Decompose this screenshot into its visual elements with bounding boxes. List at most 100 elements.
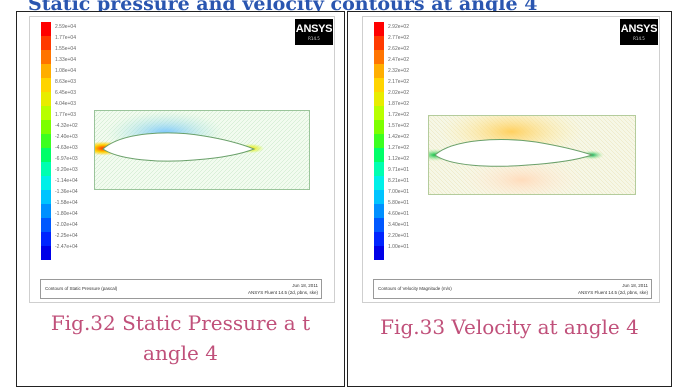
legend-label: 6.45e+03 (55, 90, 76, 96)
colorbar-swatch (41, 246, 51, 260)
legend-label: 1.87e+02 (388, 101, 409, 107)
legend-labels: 2.59e+04 1.77e+04 1.55e+04 1.33e+04 1.08… (55, 22, 85, 253)
colorbar-swatch (374, 120, 384, 134)
legend-label: -9.20e+03 (55, 167, 78, 173)
colorbar-swatch (374, 190, 384, 204)
legend-label: 1.12e+02 (388, 156, 409, 162)
legend-label: 1.77e+03 (55, 112, 76, 118)
legend-label: -2.47e+04 (55, 244, 78, 250)
colorbar-swatch (374, 92, 384, 106)
colorbar-swatch (41, 218, 51, 232)
legend-label: 1.27e+02 (388, 145, 409, 151)
legend-label: -1.80e+04 (55, 211, 78, 217)
section-heading: Static pressure and velocity contours at… (28, 0, 538, 14)
legend-label: 1.55e+04 (55, 46, 76, 52)
figure-caption: Fig.33 Velocity at angle 4 (348, 312, 671, 342)
legend-label: 2.92e+02 (388, 24, 409, 30)
legend-label: 1.77e+04 (55, 35, 76, 41)
colorbar-swatch (374, 106, 384, 120)
colorbar-swatch (41, 36, 51, 50)
legend-label: 8.63e+03 (55, 79, 76, 85)
legend-label: 1.33e+04 (55, 57, 76, 63)
logo-version: R14.5 (308, 36, 320, 41)
colorbar-swatch (41, 176, 51, 190)
legend-label: 2.17e+02 (388, 79, 409, 85)
figure-caption: Fig.32 Static Pressure a t angle 4 (17, 308, 344, 368)
colorbar-swatch (41, 232, 51, 246)
caption-date: Jun 18, 2011 (292, 283, 318, 288)
caption-software: ANSYS Fluent 14.5 (2d, pbns, ske) (577, 290, 648, 295)
legend-label: 2.77e+02 (388, 35, 409, 41)
colorbar-swatch (41, 120, 51, 134)
legend-label: -1.58e+04 (55, 200, 78, 206)
colorbar-swatch (374, 176, 384, 190)
figure-cell-velocity: ANSYS R14.5 2.92e+02 2.77e+02 2.62e+02 2… (347, 11, 672, 387)
colorbar-swatch (41, 78, 51, 92)
colorbar-swatch (374, 246, 384, 260)
ansys-logo: ANSYS R14.5 (620, 19, 658, 45)
logo-text: ANSYS (295, 23, 333, 35)
colorbar-swatch (41, 50, 51, 64)
logo-version: R14.5 (633, 36, 645, 41)
figure-caption-line-1: Fig.32 Static Pressure a t (50, 311, 311, 335)
legend-label: 2.59e+04 (55, 24, 76, 30)
colorbar-swatch (41, 92, 51, 106)
colorbar-swatch (374, 36, 384, 50)
legend-label: 1.57e+02 (388, 123, 409, 129)
legend-label: 2.62e+02 (388, 46, 409, 52)
caption-date: Jun 18, 2011 (622, 283, 648, 288)
fluent-caption-box: Contours of Static Pressure (pascal) Jun… (40, 279, 322, 299)
legend-label: 8.21e+01 (388, 178, 409, 184)
legend-label: 9.71e+01 (388, 167, 409, 173)
figure-cell-static-pressure: ANSYS R14.5 2.59e+04 1.77e+04 1.55e+04 1… (16, 11, 345, 387)
contour-label: Contours of Static Pressure (pascal) (45, 286, 118, 291)
legend-label: 4.04e+03 (55, 101, 76, 107)
legend-label: -6.97e+03 (55, 156, 78, 162)
legend-label: 3.40e+01 (388, 222, 409, 228)
colorbar-swatch (374, 22, 384, 36)
flow-domain-static-pressure (94, 110, 310, 190)
legend-label: 5.80e+01 (388, 200, 409, 206)
colorbar-swatch (374, 50, 384, 64)
logo-text: ANSYS (620, 23, 658, 35)
colorbar-swatch (41, 106, 51, 120)
colorbar-swatch (374, 232, 384, 246)
legend-label: -4.63e+03 (55, 145, 78, 151)
caption-software: ANSYS Fluent 14.5 (2d, pbns, ske) (247, 290, 318, 295)
colorbar-swatch (374, 78, 384, 92)
contour-panel: ANSYS R14.5 2.92e+02 2.77e+02 2.62e+02 2… (362, 16, 660, 303)
figure-caption-line-1: Fig.33 Velocity at angle 4 (380, 315, 639, 339)
legend-label: 2.02e+02 (388, 90, 409, 96)
colorbar-swatch (41, 134, 51, 148)
legend-label: 1.00e+01 (388, 244, 409, 250)
colorbar-swatch (374, 64, 384, 78)
colorbar-swatch (374, 162, 384, 176)
legend-label: 1.72e+02 (388, 112, 409, 118)
legend-label: -4.32e+02 (55, 123, 78, 129)
figure-caption-line-2: angle 4 (143, 341, 218, 365)
contour-label: Contours of Velocity Magnitude (m/s) (378, 286, 452, 291)
legend-label: -2.25e+04 (55, 233, 78, 239)
colorbar-swatch (374, 134, 384, 148)
colorbar (41, 22, 51, 260)
legend-label: -1.14e+04 (55, 178, 78, 184)
legend-label: 2.47e+02 (388, 57, 409, 63)
legend-label: -1.36e+04 (55, 189, 78, 195)
colorbar-swatch (41, 22, 51, 36)
flow-domain-velocity (428, 115, 636, 195)
colorbar-swatch (41, 190, 51, 204)
legend-label: 1.08e+04 (55, 68, 76, 74)
colorbar-swatch (41, 64, 51, 78)
colorbar-swatch (374, 148, 384, 162)
colorbar-swatch (41, 162, 51, 176)
contour-panel: ANSYS R14.5 2.59e+04 1.77e+04 1.55e+04 1… (29, 16, 335, 303)
legend-label: 4.60e+01 (388, 211, 409, 217)
legend-label: 2.20e+01 (388, 233, 409, 239)
fluent-caption-box: Contours of Velocity Magnitude (m/s) Jun… (373, 279, 652, 299)
legend-labels: 2.92e+02 2.77e+02 2.62e+02 2.47e+02 2.32… (388, 22, 418, 253)
colorbar-swatch (374, 204, 384, 218)
legend-label: 2.32e+02 (388, 68, 409, 74)
colorbar-swatch (41, 204, 51, 218)
colorbar-swatch (41, 148, 51, 162)
colorbar (374, 22, 384, 260)
